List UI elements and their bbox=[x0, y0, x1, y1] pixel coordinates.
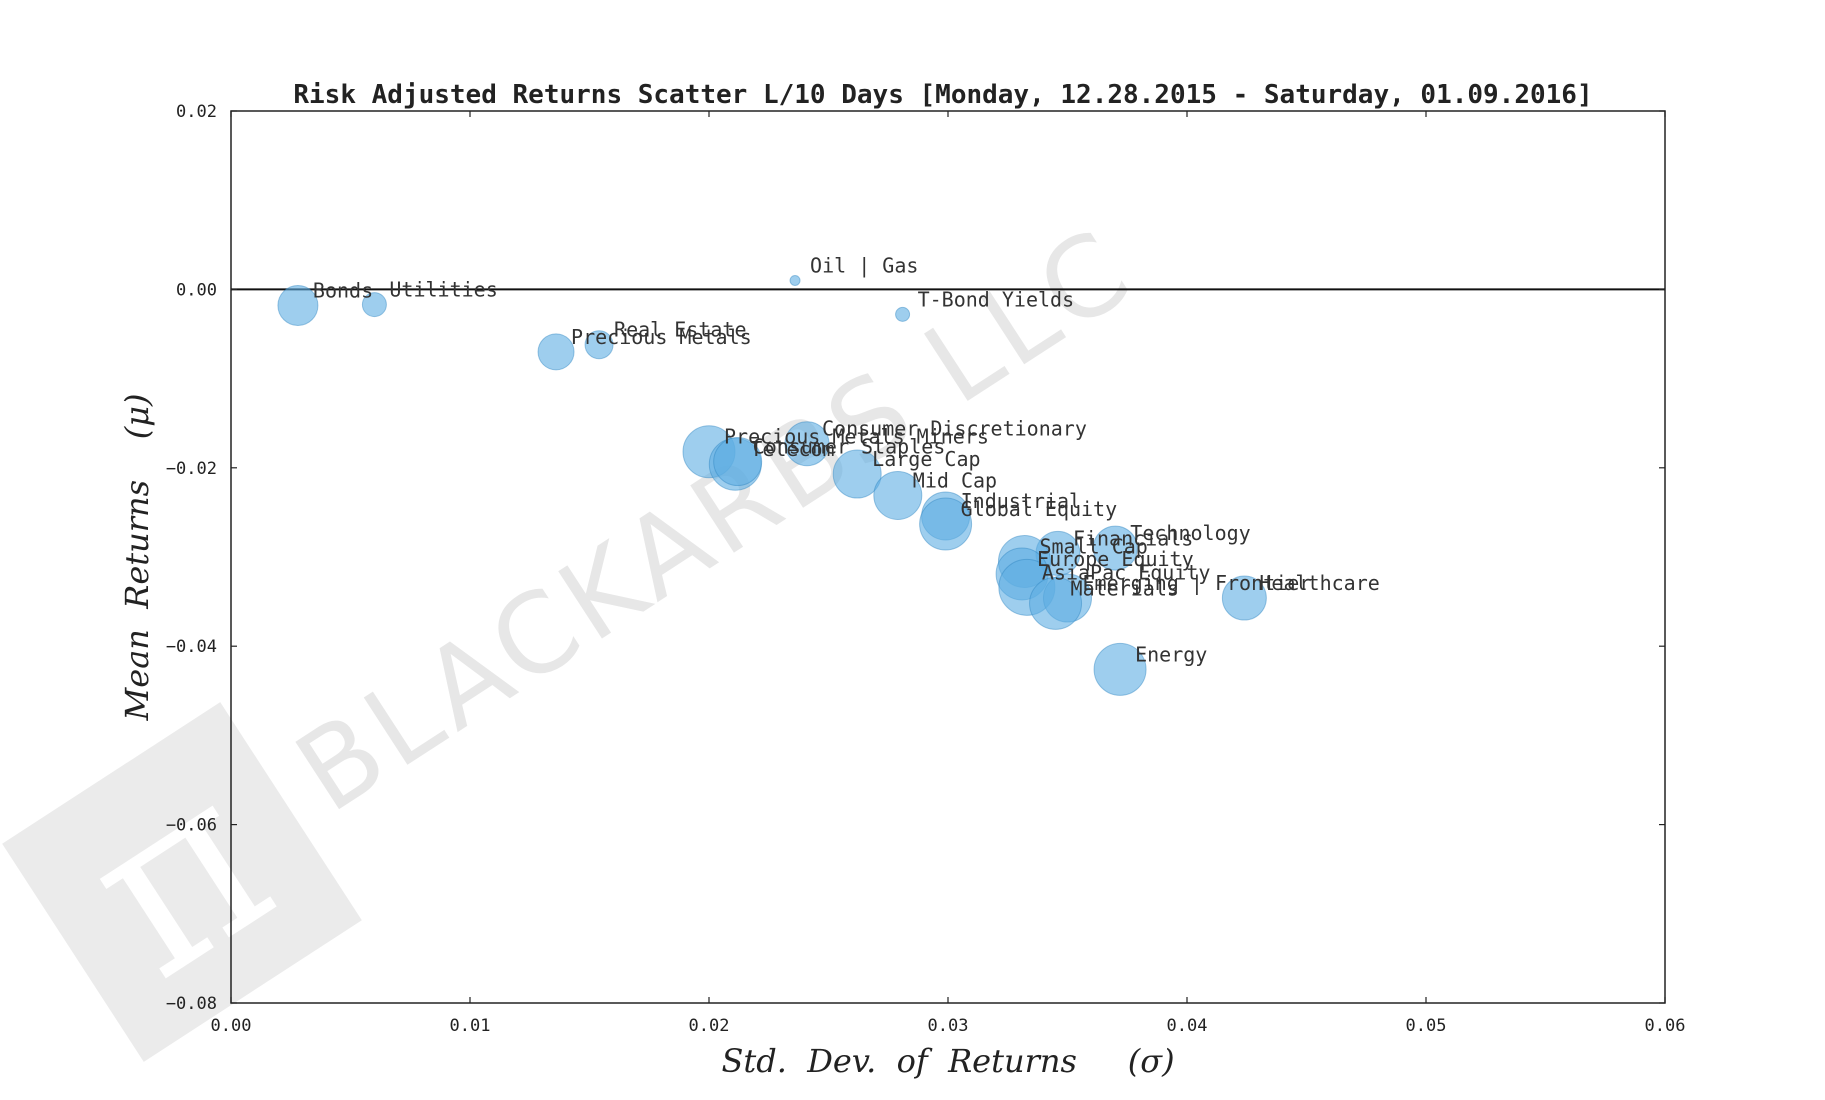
data-point bbox=[873, 470, 923, 520]
y-tick-label: −0.06 bbox=[166, 816, 217, 836]
data-point bbox=[832, 449, 882, 499]
y-tick-label: 0.02 bbox=[176, 102, 217, 122]
data-point-label: Oil | Gas bbox=[810, 253, 918, 277]
data-point-label: Consumer Discretionary bbox=[822, 417, 1087, 441]
data-point-label: Consumer Staples bbox=[753, 435, 946, 459]
data-point-label: Industrial bbox=[961, 489, 1081, 513]
x-tick-label: 0.05 bbox=[1406, 1016, 1447, 1036]
y-tick-label: −0.02 bbox=[166, 459, 217, 479]
data-point bbox=[1093, 642, 1147, 696]
x-tick-label: 0.06 bbox=[1645, 1016, 1686, 1036]
data-point-label: Precious Metals bbox=[571, 325, 752, 349]
watermark-logo-square bbox=[2, 702, 362, 1062]
data-point-label: Energy bbox=[1135, 642, 1207, 666]
data-point bbox=[1029, 576, 1083, 630]
x-axis-ticks: 0.00 0.01 0.02 0.03 0.04 0.05 0.06 bbox=[211, 111, 1686, 1036]
data-point-label: Small Cap bbox=[1039, 534, 1147, 558]
data-point bbox=[361, 292, 387, 318]
data-point bbox=[789, 274, 801, 286]
data-point-label: Telecom bbox=[750, 437, 834, 461]
data-point bbox=[537, 333, 575, 371]
data-point bbox=[919, 497, 973, 551]
data-point-label: Healthcare bbox=[1259, 571, 1379, 595]
data-point bbox=[895, 306, 911, 322]
data-point bbox=[584, 330, 614, 360]
chart-title: Risk Adjusted Returns Scatter L/10 Days … bbox=[293, 80, 1592, 110]
data-point-label: Technology bbox=[1130, 521, 1250, 545]
data-point-label: Europe Equity bbox=[1037, 547, 1194, 571]
data-point-label: Emerging | Frontier bbox=[1083, 571, 1312, 595]
x-tick-label: 0.02 bbox=[689, 1016, 730, 1036]
y-tick-label: −0.04 bbox=[166, 637, 217, 657]
data-point bbox=[1221, 575, 1267, 621]
data-point-label: Global Equity bbox=[961, 497, 1118, 521]
data-point-label: Large Cap bbox=[872, 447, 980, 471]
x-axis-label: Std. Dev. of Returns (σ) bbox=[721, 1042, 1174, 1080]
data-point-label: Utilities bbox=[389, 278, 497, 302]
x-tick-label: 0.04 bbox=[1167, 1016, 1208, 1036]
x-tick-label: 0.03 bbox=[928, 1016, 969, 1036]
y-tick-label: −0.08 bbox=[166, 994, 217, 1014]
y-axis-label: Mean Returns (μ) bbox=[118, 393, 156, 721]
x-tick-label: 0.01 bbox=[450, 1016, 491, 1036]
data-point bbox=[713, 437, 763, 487]
data-point-label: Real Estate bbox=[614, 318, 746, 342]
data-point bbox=[1092, 525, 1138, 571]
y-tick-label: 0.00 bbox=[176, 280, 217, 300]
data-point-label: Mid Cap bbox=[913, 468, 997, 492]
plot-frame bbox=[230, 110, 1666, 1004]
x-tick-label: 0.00 bbox=[211, 1016, 252, 1036]
data-point-label: Financials bbox=[1073, 526, 1193, 550]
data-point-label: Precious Metals Miners bbox=[724, 425, 989, 449]
data-point bbox=[784, 421, 830, 467]
data-point-label: Materials bbox=[1071, 576, 1179, 600]
y-axis-ticks: 0.02 0.00 −0.02 −0.04 −0.06 −0.08 bbox=[166, 102, 1665, 1014]
data-point bbox=[277, 284, 319, 326]
data-point-label: AsiaPac Equity bbox=[1042, 560, 1211, 584]
data-markers bbox=[277, 274, 1267, 696]
data-point-label: Bonds bbox=[313, 278, 373, 302]
data-point-label: T-Bond Yields bbox=[918, 287, 1075, 311]
